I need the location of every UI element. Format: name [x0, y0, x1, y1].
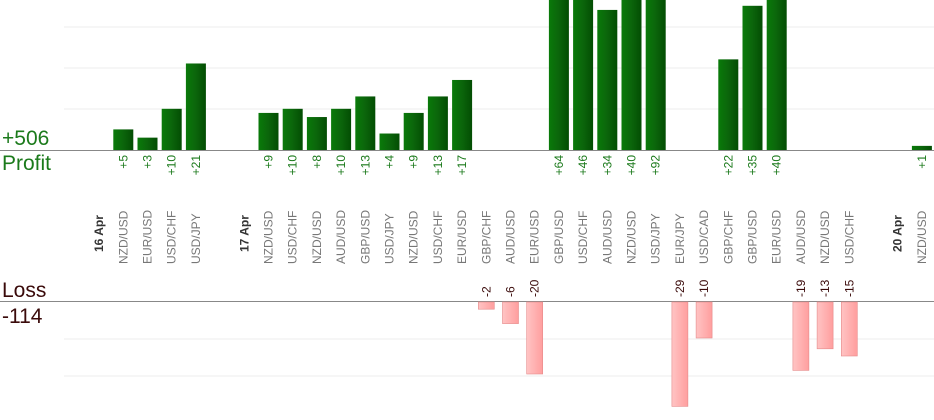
value-label: -29	[673, 279, 687, 297]
value-label: +34	[600, 155, 614, 176]
pair-label: NZD/USD	[262, 210, 276, 264]
pair-label: USD/JPY	[189, 213, 203, 264]
pair-label: GBP/USD	[552, 210, 566, 264]
value-label: -10	[697, 279, 711, 297]
date-label: 20 Apr	[891, 215, 905, 252]
value-label: -15	[842, 279, 856, 297]
pair-label: AUD/USD	[600, 210, 614, 264]
pair-label: NZD/USD	[407, 210, 421, 264]
pair-label: USD/CHF	[576, 211, 590, 264]
loss-bar	[840, 301, 858, 357]
profit-bar	[403, 112, 424, 150]
value-label: +10	[334, 155, 348, 176]
profit-bar	[427, 96, 448, 150]
value-label: +40	[625, 155, 639, 176]
loss-bar	[816, 301, 834, 350]
value-label: +10	[286, 155, 300, 176]
profit-bar	[306, 117, 327, 150]
pair-label: NZD/USD	[116, 210, 130, 264]
profit-bar	[645, 0, 666, 150]
pair-label: EUR/JPY	[673, 213, 687, 264]
profit-bar	[331, 108, 352, 150]
profit-bar	[452, 79, 473, 150]
value-label: +92	[649, 155, 663, 176]
value-label: +35	[746, 155, 760, 176]
profit-bar	[355, 96, 376, 150]
loss-total: -114	[2, 305, 43, 328]
value-label: +13	[431, 155, 445, 176]
pair-label: EUR/USD	[141, 210, 155, 264]
pair-label: GBP/CHF	[479, 211, 493, 264]
pair-label: AUD/USD	[794, 210, 808, 264]
profit-bar	[911, 145, 932, 150]
pair-label: USD/CAD	[697, 210, 711, 264]
profit-total: +506	[2, 127, 50, 150]
profit-bar	[621, 0, 642, 150]
pair-label: NZD/USD	[625, 210, 639, 264]
pair-label: NZD/USD	[310, 210, 324, 264]
pair-label: USD/CHF	[842, 211, 856, 264]
pair-label: EUR/USD	[770, 210, 784, 264]
value-label: +46	[576, 155, 590, 176]
pair-label: NZD/USD	[915, 210, 929, 264]
profit-bar	[185, 63, 206, 151]
profit-bar	[597, 9, 618, 151]
pair-label: AUD/USD	[334, 210, 348, 264]
profit-label: Profit	[2, 152, 52, 175]
profit-bar	[258, 112, 279, 150]
pair-label: AUD/USD	[504, 210, 518, 264]
value-label: +8	[310, 155, 324, 169]
pair-label: GBP/CHF	[721, 211, 735, 264]
pair-label: NZD/USD	[818, 210, 832, 264]
value-label: -13	[818, 279, 832, 297]
value-label: -19	[794, 279, 808, 297]
value-label: +40	[770, 155, 784, 176]
profit-bar	[573, 0, 594, 150]
profit-bar	[113, 129, 134, 150]
loss-bar	[695, 301, 713, 339]
value-label: +21	[189, 155, 203, 176]
pair-label: GBP/USD	[746, 210, 760, 264]
pair-label: GBP/USD	[358, 210, 372, 264]
profit-bar	[137, 137, 158, 150]
loss-bar	[671, 301, 689, 407]
date-label: 16 Apr	[92, 215, 106, 252]
value-label: +17	[455, 155, 469, 176]
profit-bar	[718, 59, 739, 150]
loss-label: Loss	[2, 279, 47, 302]
pair-label: EUR/USD	[455, 210, 469, 264]
date-label: 17 Apr	[237, 215, 251, 252]
value-label: +13	[358, 155, 372, 176]
value-label: +3	[141, 155, 155, 169]
profit-bar	[282, 108, 303, 150]
profit-bar	[548, 0, 569, 150]
pair-label: USD/CHF	[286, 211, 300, 264]
profit-bar	[766, 0, 787, 150]
profit-bar	[379, 133, 400, 150]
value-label: +22	[721, 155, 735, 176]
loss-bar	[526, 301, 544, 375]
pair-label: USD/CHF	[165, 211, 179, 264]
profit-bar	[161, 108, 182, 150]
loss-bar	[502, 301, 519, 324]
value-label: +4	[383, 155, 397, 169]
pair-label: USD/JPY	[649, 213, 663, 264]
loss-bar	[477, 301, 495, 310]
value-label: +5	[116, 155, 130, 169]
pair-label: USD/CHF	[431, 211, 445, 264]
pair-label: EUR/USD	[528, 210, 542, 264]
value-label: -2	[479, 286, 493, 297]
value-label: +64	[552, 155, 566, 176]
value-label: +1	[915, 155, 929, 169]
profit-bar	[742, 5, 763, 150]
loss-bar	[792, 301, 810, 371]
value-label: -6	[504, 286, 518, 297]
value-label: -20	[528, 279, 542, 297]
value-label: +9	[262, 155, 276, 169]
value-label: +9	[407, 155, 421, 169]
value-label: +10	[165, 155, 179, 176]
pair-label: USD/JPY	[383, 213, 397, 264]
